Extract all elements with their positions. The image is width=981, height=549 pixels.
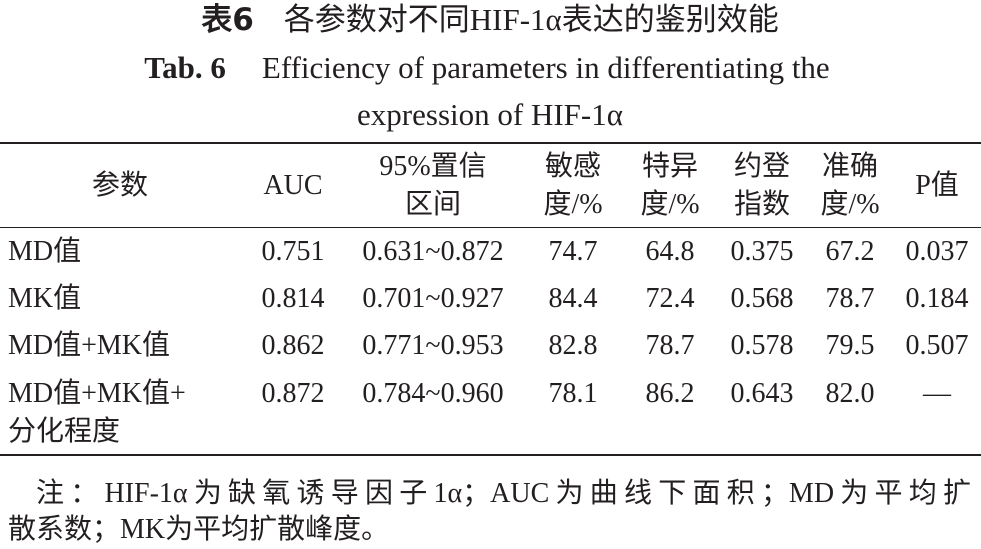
cell: 0.814 — [261, 283, 325, 314]
cell: 0.751 — [261, 236, 325, 267]
cell: 72.4 — [645, 283, 695, 314]
header-cell: 特异 — [641, 151, 699, 182]
cell: 82.8 — [548, 330, 598, 361]
header-cell: 度/% — [543, 189, 603, 220]
top-rule — [0, 142, 981, 144]
note-line: 散系数；MK为平均扩散峰度。 — [8, 514, 390, 545]
header-cell: P值 — [915, 170, 959, 201]
cell: — — [923, 378, 951, 409]
cell: 0.507 — [905, 330, 969, 361]
title-en: Tab. 6 Efficiency of parameters in differ… — [144, 52, 829, 83]
cell: 0.631~0.872 — [362, 236, 504, 267]
header-cell: 度/% — [820, 189, 880, 220]
cell: 0.643 — [730, 378, 794, 409]
cell: 78.7 — [825, 283, 875, 314]
cell: 67.2 — [825, 236, 875, 267]
row-label: MD值 — [8, 236, 82, 267]
cell: 86.2 — [645, 378, 695, 409]
title-en-line: expression of HIF-1α — [357, 97, 623, 132]
cell: 0.578 — [730, 330, 794, 361]
cell: 82.0 — [825, 378, 875, 409]
header-cell: 敏感 — [544, 151, 602, 182]
header-cell: 指数 — [733, 189, 791, 220]
cell: 74.7 — [548, 236, 598, 267]
title-zh: 表6 各参数对不同HIF-1α表达的鉴别效能 — [201, 4, 779, 36]
header-cell: 区间 — [404, 189, 462, 220]
mid-rule — [0, 227, 981, 228]
bottom-rule — [0, 454, 981, 456]
cell: 78.7 — [645, 330, 695, 361]
header-cell: 参数 — [91, 170, 149, 201]
cell: 64.8 — [645, 236, 695, 267]
cell: 0.701~0.927 — [362, 283, 504, 314]
header-cell: 准确 — [821, 151, 879, 182]
header-cell: AUC — [263, 170, 323, 201]
cell: 0.771~0.953 — [362, 330, 504, 361]
title-en-label: Tab. 6 — [144, 50, 226, 85]
title-zh-text: 各参数对不同HIF-1α表达的鉴别效能 — [283, 2, 779, 37]
title-en-line: Efficiency of parameters in differentiat… — [261, 50, 830, 85]
row-label: MK值 — [8, 283, 82, 314]
row-label: MD值+MK值 — [8, 330, 171, 361]
cell: 79.5 — [825, 330, 875, 361]
header-cell: 度/% — [640, 189, 700, 220]
cell: 78.1 — [548, 378, 598, 409]
header-cell: 约登 — [733, 151, 791, 182]
title-zh-label: 表6 — [201, 2, 254, 38]
row-label: 分化程度 — [8, 416, 121, 447]
cell: 84.4 — [548, 283, 598, 314]
cell: 0.037 — [905, 236, 969, 267]
note-line: 注：HIF-1α为缺氧诱导因子1α；AUC为曲线下面积；MD为平均扩 — [36, 478, 971, 509]
header-cell: 95%置信 — [379, 151, 487, 182]
cell: 0.568 — [730, 283, 794, 314]
cell: 0.784~0.960 — [362, 378, 504, 409]
row-label: MD值+MK值+ — [8, 378, 186, 409]
cell: 0.872 — [261, 378, 325, 409]
cell: 0.184 — [905, 283, 969, 314]
cell: 0.375 — [730, 236, 794, 267]
cell: 0.862 — [261, 330, 325, 361]
